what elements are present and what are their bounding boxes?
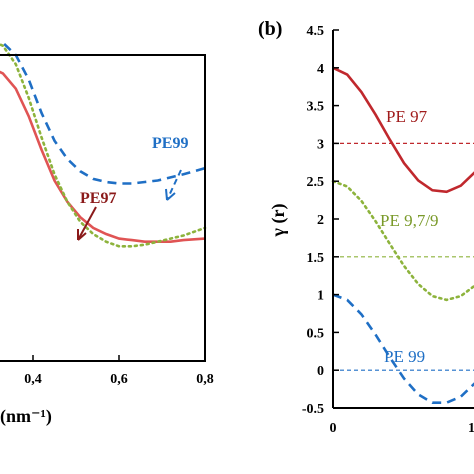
panel-b-series-pe979: [331, 179, 474, 302]
panel-a-arrow-pe97: [77, 206, 97, 241]
panel-b-label-pe99: PE 99: [384, 347, 425, 366]
panel-a-frame: [0, 54, 206, 362]
panel-b-x-tick-label: 10: [468, 421, 474, 436]
panel-a-x-tick-label: 0,6: [110, 372, 128, 387]
panel-b-y-tick-label: 3.5: [307, 100, 325, 115]
panel-a-x-tick-label: 0,4: [24, 372, 42, 387]
panel-a-x-axis-label: (nm⁻¹): [0, 406, 52, 427]
panel-b-sill-lines: [333, 142, 474, 371]
panel-a-plot-area: [0, 40, 207, 248]
panel-b-label-pe97: PE 97: [386, 107, 428, 126]
panel-a-label-pe99: PE99: [152, 135, 188, 152]
panel-b-label-pe979: PE 9,7/9: [380, 211, 439, 230]
panel-b-series-pe99: [332, 293, 474, 405]
panel-a-x-tick-label: 0,8: [196, 372, 214, 387]
panel-a-series-pe979: [0, 42, 207, 248]
panel-a-series-pe99: [0, 40, 206, 185]
panel-a-label-pe97: PE97: [80, 190, 116, 207]
panel-b-plot-area: [331, 66, 474, 405]
panel-b-y-tick-label: 1.5: [307, 251, 325, 266]
panel-b-y-axis-label: γ (r): [268, 204, 289, 238]
panel-b-y-tick-label: 2: [317, 213, 324, 228]
panel-b-y-tick-label: 1: [317, 289, 324, 304]
panel-a: 0,4 0,6 0,8 (nm⁻¹) PE99 PE97: [0, 40, 214, 427]
panel-b-y-tick-label: 3: [317, 137, 324, 152]
panel-b-y-tick-label: 4: [317, 62, 324, 77]
panel-b-y-tick-label: 0: [317, 364, 324, 379]
panel-a-series-pe97: [0, 70, 206, 243]
panel-b-label: (b): [258, 18, 282, 40]
panel-b-y-tick-label: 4.5: [307, 24, 325, 39]
panel-b-y-tick-label: -0.5: [302, 402, 324, 417]
panel-a-arrow-pe99: [165, 169, 182, 201]
panel-b-x-tick-label: 0: [330, 421, 337, 436]
panel-b-y-tick-label: 2.5: [307, 175, 325, 190]
panel-b: -0.5 0 0.5 1 1.5 2 2.5 3 3.5 4 4.5 0 10 (b) γ (r) P…: [258, 18, 474, 436]
panel-b-x-ticks: 0 10: [330, 402, 474, 436]
panel-b-y-ticks: -0.5 0 0.5 1 1.5 2 2.5 3 3.5 4 4.5: [302, 24, 339, 417]
panel-b-series-pe97: [332, 66, 474, 194]
panel-b-y-tick-label: 0.5: [307, 326, 325, 341]
panel-a-x-ticks: 0,4 0,6 0,8: [24, 355, 214, 387]
